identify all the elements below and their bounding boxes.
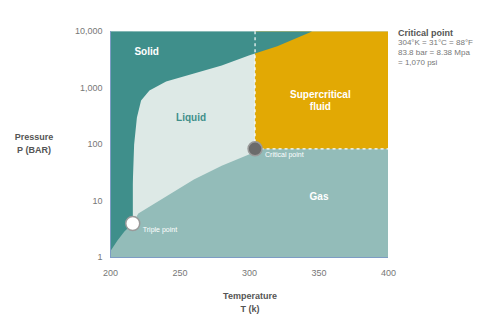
svg-text:1,000: 1,000 — [80, 83, 103, 93]
svg-text:Solid: Solid — [134, 46, 158, 57]
html-text:= 1,070 psi: = 1,070 psi — [398, 58, 438, 67]
svg-text:200: 200 — [103, 268, 118, 278]
svg-text:Critical point: Critical point — [265, 151, 304, 159]
svg-text:10,000: 10,000 — [75, 26, 103, 36]
svg-text:400: 400 — [381, 268, 396, 278]
svg-text:Gas: Gas — [310, 191, 329, 202]
svg-text:Supercriticalfluid: Supercriticalfluid — [290, 89, 351, 112]
svg-text:250: 250 — [172, 268, 187, 278]
svg-text:Liquid: Liquid — [176, 112, 206, 123]
svg-text:300: 300 — [242, 268, 257, 278]
svg-text:350: 350 — [311, 268, 326, 278]
html-text:Temperature T (k): Temperature T (k) — [223, 291, 277, 314]
html-text:83.8 bar = 8.38 Mpa: 83.8 bar = 8.38 Mpa — [398, 48, 470, 57]
svg-text:Triple point: Triple point — [143, 226, 177, 234]
html-text:Pressure P (BAR): Pressure P (BAR) — [14, 132, 54, 155]
svg-text:1: 1 — [97, 252, 102, 262]
html-text:Critical point: Critical point — [398, 28, 453, 38]
html-text:304°K = 31°C = 88°F: 304°K = 31°C = 88°F — [398, 38, 473, 47]
svg-text:10: 10 — [92, 196, 102, 206]
svg-text:100: 100 — [87, 139, 102, 149]
